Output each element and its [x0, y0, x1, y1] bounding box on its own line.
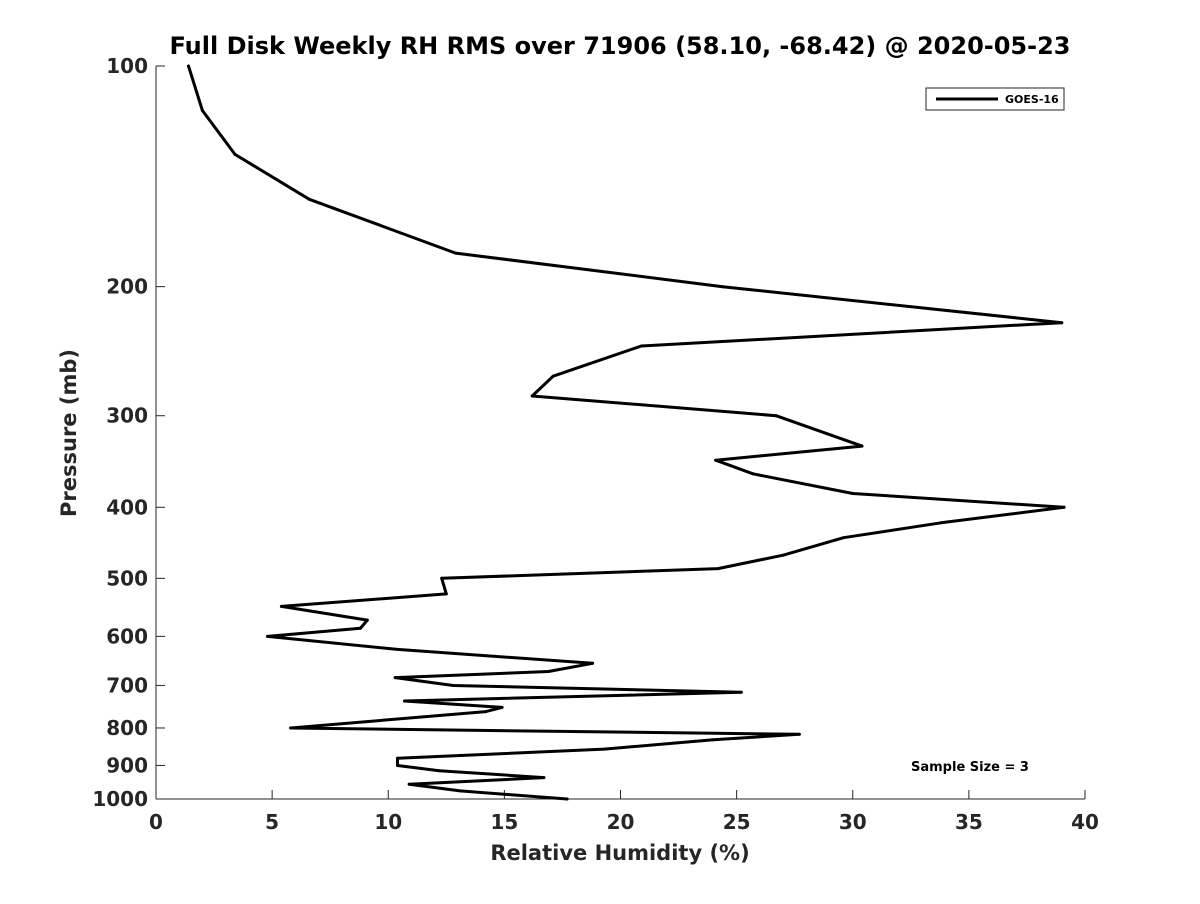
data-point [751, 472, 755, 476]
data-point [639, 344, 643, 348]
y-axis-label: Pressure (mb) [57, 349, 81, 517]
data-point [187, 64, 190, 68]
data-point [781, 553, 785, 557]
x-tick-label: 35 [955, 810, 983, 834]
data-point [1060, 321, 1064, 325]
data-point [714, 458, 718, 462]
data-point [500, 705, 504, 709]
data-point [266, 634, 269, 638]
data-point [860, 444, 864, 448]
legend: GOES-16 [925, 87, 1065, 111]
data-point [484, 710, 488, 714]
data-point [851, 492, 855, 495]
y-tick-label: 200 [106, 275, 148, 299]
data-point [454, 251, 458, 255]
data-point [797, 732, 801, 736]
data-point [721, 285, 725, 289]
data-point [716, 567, 720, 571]
y-tick-label: 1000 [92, 787, 148, 811]
data-point [1062, 505, 1066, 509]
data-point [437, 769, 441, 773]
data-point [444, 592, 448, 596]
x-tick-label: 25 [723, 810, 751, 834]
data-point [407, 782, 411, 786]
data-point [551, 374, 555, 378]
data-point [542, 776, 546, 780]
data-point [939, 521, 943, 525]
data-point [233, 152, 237, 156]
data-point [396, 764, 399, 767]
data-point [289, 726, 293, 730]
data-point [711, 738, 715, 742]
data-point [393, 676, 397, 680]
x-tick-label: 40 [1071, 810, 1099, 834]
y-tick-label: 800 [106, 716, 148, 740]
data-point [565, 797, 569, 801]
data-point [440, 576, 444, 580]
data-point [451, 684, 455, 687]
x-tick-label: 15 [490, 810, 518, 834]
y-tick-label: 500 [106, 566, 148, 590]
y-tick-label: 300 [106, 404, 148, 428]
x-tick-label: 5 [265, 810, 279, 834]
data-point [403, 699, 406, 703]
y-tick-label: 700 [106, 673, 148, 697]
y-tick-label: 600 [106, 624, 148, 648]
sample-size-annotation: Sample Size = 3 [911, 760, 1029, 775]
data-point [530, 394, 534, 398]
y-tick-label: 900 [106, 753, 148, 777]
data-point [774, 414, 778, 418]
data-point [739, 690, 743, 694]
x-tick-label: 10 [374, 810, 402, 834]
y-tick-label: 100 [106, 54, 148, 78]
data-point [396, 756, 399, 760]
x-axis-label: Relative Humidity (%) [490, 841, 749, 865]
y-tick-label: 400 [106, 495, 148, 519]
data-point [458, 789, 462, 793]
data-point [547, 670, 550, 673]
series-line-goes16 [187, 64, 1066, 801]
legend-label-goes16: GOES-16 [1005, 93, 1059, 106]
data-point [279, 604, 283, 608]
data-point [602, 747, 606, 751]
data-point [591, 661, 595, 665]
data-point [358, 626, 362, 630]
data-point [842, 536, 845, 540]
x-tick-label: 20 [607, 810, 635, 834]
x-tick-label: 30 [839, 810, 867, 834]
x-tick-label: 0 [149, 810, 163, 834]
data-point [365, 618, 369, 622]
data-point [307, 197, 311, 201]
data-point [200, 109, 204, 112]
data-point [396, 647, 399, 651]
chart-title: Full Disk Weekly RH RMS over 71906 (58.1… [169, 32, 1070, 60]
